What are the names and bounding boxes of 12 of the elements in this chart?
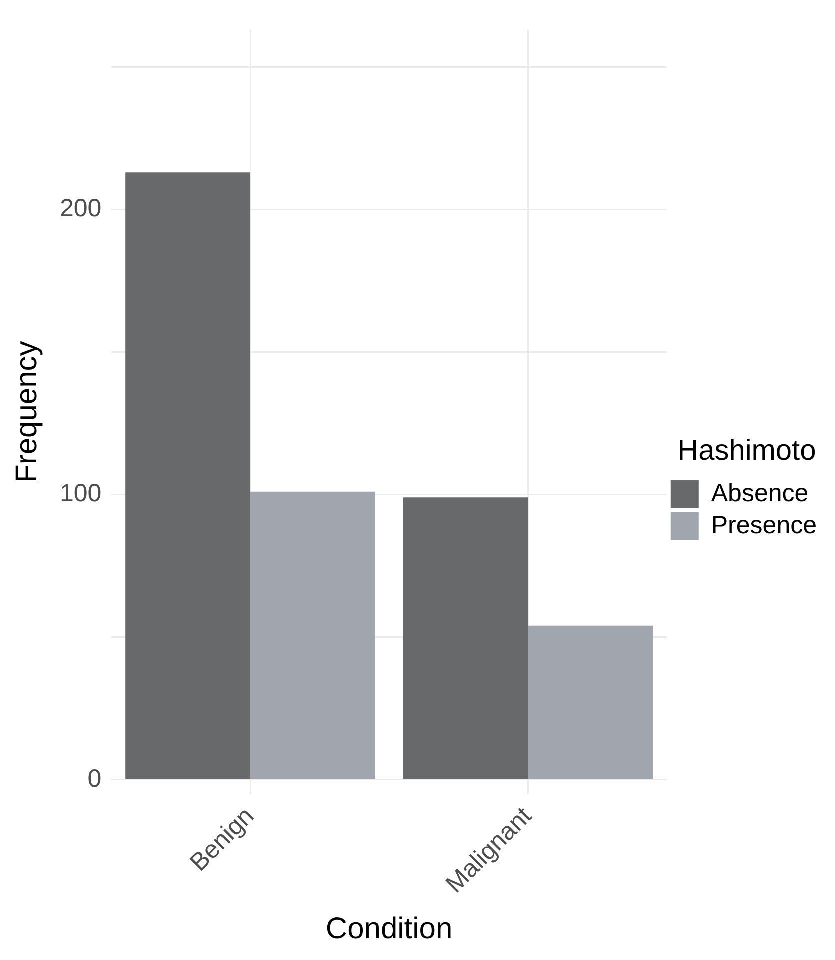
bar (528, 626, 654, 780)
legend-label: Absence (711, 479, 809, 508)
bar (126, 172, 251, 780)
x-axis-title: Condition (326, 912, 453, 946)
y-tick-label: 100 (60, 480, 102, 508)
bar (403, 498, 528, 780)
bar (250, 492, 376, 780)
legend-title: Hashimoto (678, 435, 816, 468)
legend-label: Presence (711, 511, 818, 540)
y-tick-label: 0 (88, 764, 102, 793)
y-axis-title: Frequency (10, 341, 44, 483)
y-tick-label: 200 (60, 194, 102, 223)
